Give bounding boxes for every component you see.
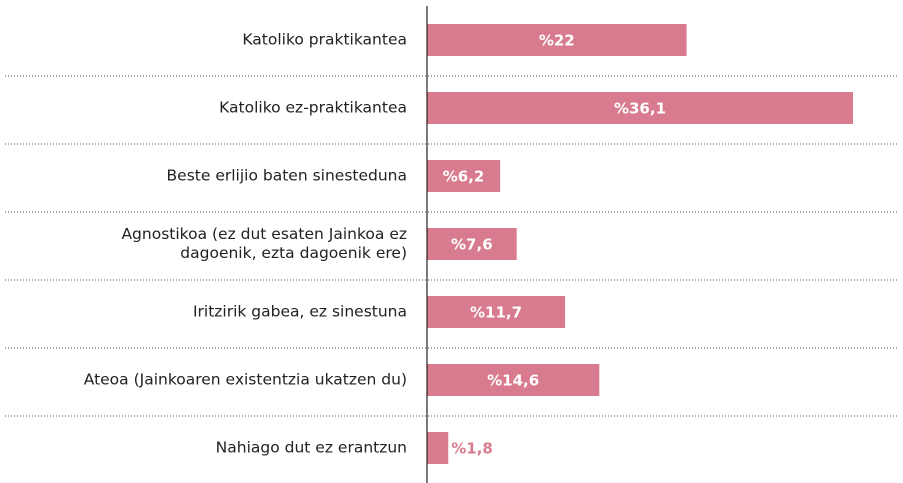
value-label: %22 (539, 32, 575, 50)
bar (427, 432, 449, 464)
bar (427, 24, 687, 56)
value-label: %7,6 (451, 236, 493, 254)
bar (427, 228, 517, 260)
value-label: %6,2 (443, 168, 485, 186)
category-label: Katoliko praktikantea (242, 30, 407, 49)
bar (427, 296, 566, 328)
category-label: Agnostikoa (ez dut esaten Jainkoa ez dag… (121, 225, 407, 262)
value-label: %36,1 (614, 100, 666, 118)
bar (427, 364, 600, 396)
category-label: Ateoa (Jainkoaren existentzia ukatzen du… (83, 370, 407, 389)
category-label: Iritzirik gabea, ez sinestuna (192, 302, 407, 321)
bar (427, 92, 853, 124)
value-label: %1,8 (451, 440, 493, 458)
bar (427, 160, 501, 192)
value-label: %11,7 (470, 304, 522, 322)
category-label: Katoliko ez-praktikantea (219, 98, 407, 117)
category-label: Nahiago dut ez erantzun (215, 438, 407, 457)
value-label: %14,6 (487, 372, 539, 390)
category-label: Beste erlijio baten sinesteduna (166, 166, 407, 185)
